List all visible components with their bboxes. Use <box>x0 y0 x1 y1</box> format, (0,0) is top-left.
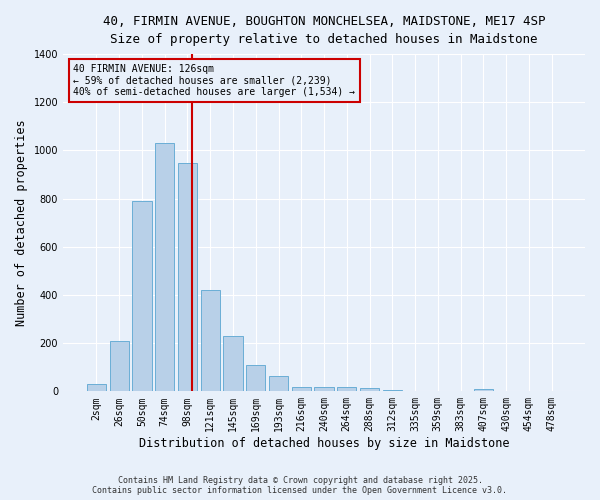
Bar <box>178 162 197 392</box>
Text: Contains HM Land Registry data © Crown copyright and database right 2025.
Contai: Contains HM Land Registry data © Crown c… <box>92 476 508 495</box>
Bar <box>155 143 175 392</box>
Bar <box>87 384 106 392</box>
Bar <box>383 390 402 392</box>
Bar <box>132 201 152 392</box>
Bar <box>110 341 129 392</box>
Title: 40, FIRMIN AVENUE, BOUGHTON MONCHELSEA, MAIDSTONE, ME17 4SP
Size of property rel: 40, FIRMIN AVENUE, BOUGHTON MONCHELSEA, … <box>103 15 545 46</box>
Bar <box>223 336 242 392</box>
Text: 40 FIRMIN AVENUE: 126sqm
← 59% of detached houses are smaller (2,239)
40% of sem: 40 FIRMIN AVENUE: 126sqm ← 59% of detach… <box>73 64 355 98</box>
Bar <box>473 389 493 392</box>
Bar <box>269 376 288 392</box>
Bar <box>360 388 379 392</box>
Bar <box>200 290 220 392</box>
X-axis label: Distribution of detached houses by size in Maidstone: Distribution of detached houses by size … <box>139 437 509 450</box>
Bar <box>337 386 356 392</box>
Bar <box>292 386 311 392</box>
Bar <box>246 365 265 392</box>
Bar <box>314 386 334 392</box>
Y-axis label: Number of detached properties: Number of detached properties <box>15 120 28 326</box>
